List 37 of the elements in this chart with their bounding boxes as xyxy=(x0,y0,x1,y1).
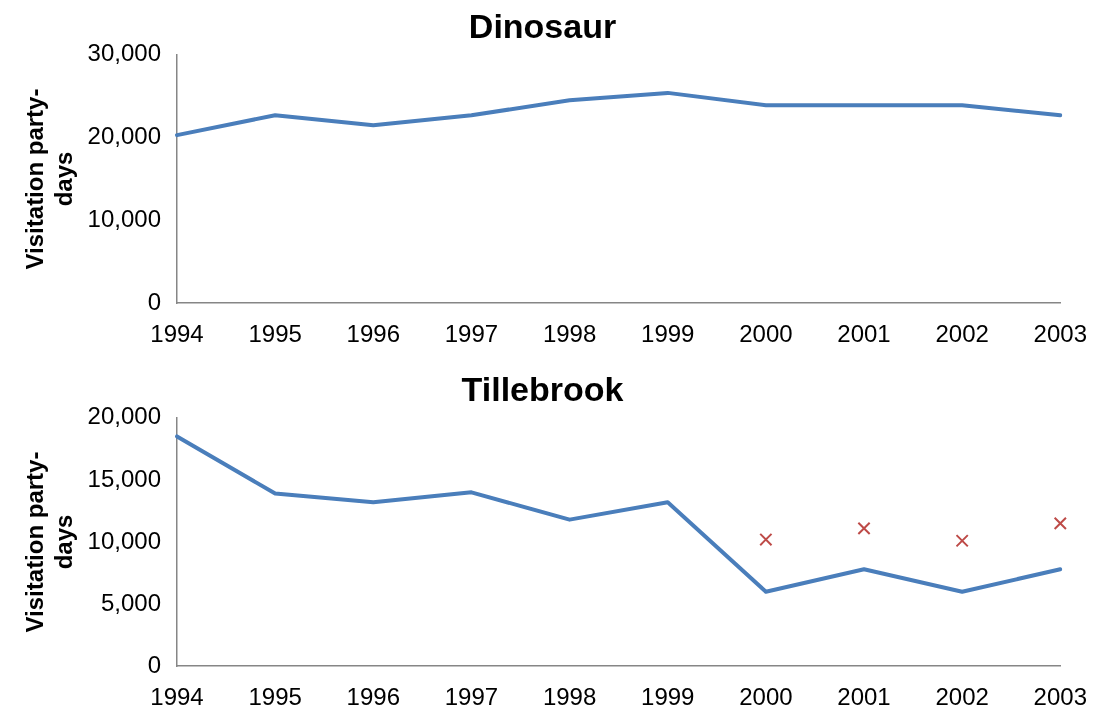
x-tick-label: 2002 xyxy=(935,320,989,348)
y-tick-label: 30,000 xyxy=(87,39,162,67)
x-tick-label: 1995 xyxy=(248,683,302,711)
x-tick-label: 2000 xyxy=(739,320,793,348)
y-tick-label: 15,000 xyxy=(87,464,162,492)
chart-title: Dinosaur xyxy=(468,6,617,45)
y-tick-label: 20,000 xyxy=(87,402,162,430)
x-tick-label: 2003 xyxy=(1033,320,1087,348)
x-tick-label: 2000 xyxy=(739,683,793,711)
x-tick-label: 1997 xyxy=(444,683,499,711)
y-tick-label: 10,000 xyxy=(87,526,162,554)
y-tick-label: 0 xyxy=(147,650,162,678)
point xyxy=(955,534,969,548)
x-tick-label: 2002 xyxy=(935,683,989,711)
x-tick-label: 1997 xyxy=(444,320,499,348)
x-tick-label: 1995 xyxy=(248,320,302,348)
y-axis-title: Visitation party-days xyxy=(21,88,77,270)
chart-title: Tillebrook xyxy=(461,369,624,408)
y-tick-label: 0 xyxy=(147,287,162,315)
point xyxy=(857,521,871,535)
x-tick-label: 1996 xyxy=(346,320,400,348)
x-tick-label: 1998 xyxy=(542,683,597,711)
y-axis-title: Visitation party-days xyxy=(21,451,77,633)
point xyxy=(759,532,773,547)
x-tick-label: 1999 xyxy=(641,320,695,348)
y-tick-label: 10,000 xyxy=(87,205,162,233)
x-tick-label: 1994 xyxy=(150,320,204,348)
y-tick-label: 20,000 xyxy=(87,122,162,150)
x-tick-label: 2001 xyxy=(837,320,891,348)
x-tick-label: 1998 xyxy=(542,320,597,348)
x-tick-label: 1999 xyxy=(641,683,695,711)
x-tick-label: 1994 xyxy=(150,683,204,711)
y-tick-label: 5,000 xyxy=(100,588,162,616)
point xyxy=(1053,516,1067,531)
x-tick-label: 1996 xyxy=(346,683,400,711)
x-tick-label: 2001 xyxy=(837,683,891,711)
x-tick-label: 2003 xyxy=(1033,683,1087,711)
